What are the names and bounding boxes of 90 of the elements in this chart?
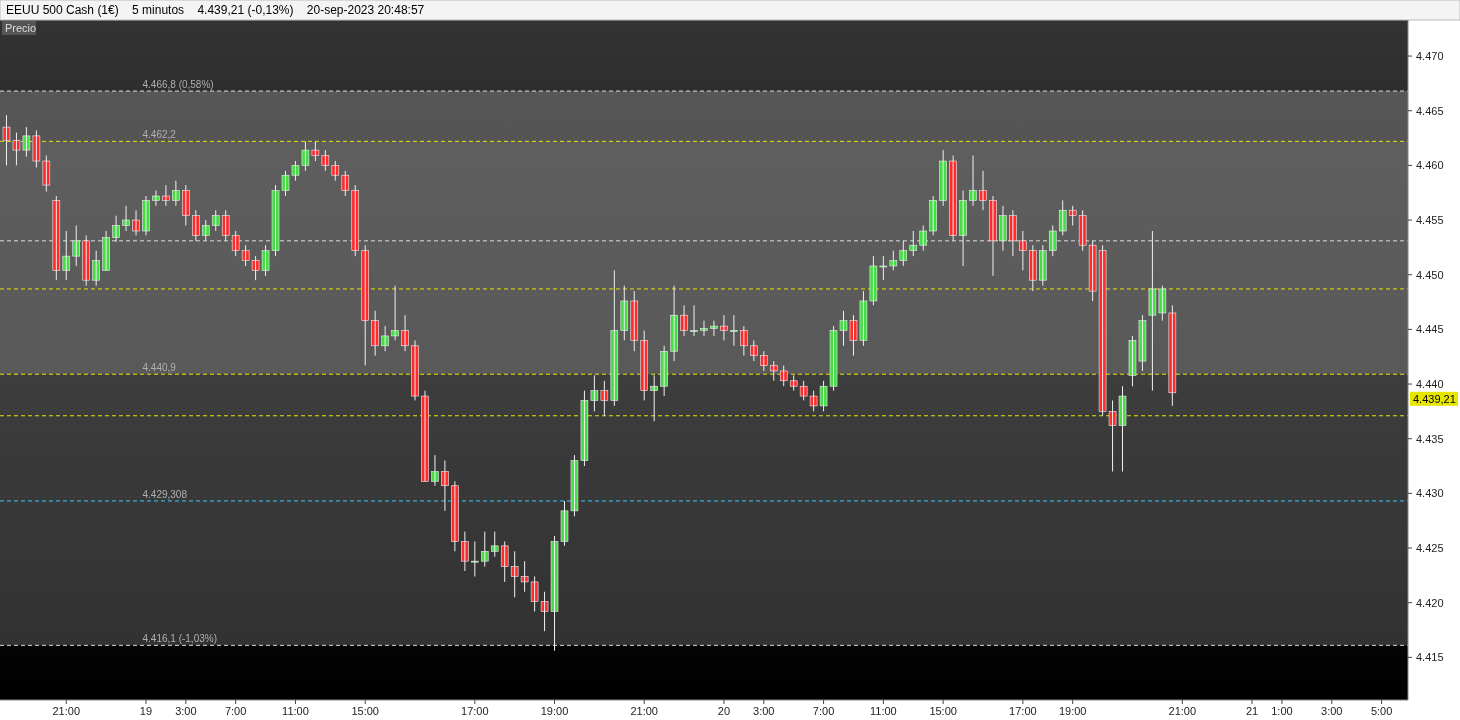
y-tick-label: 4.455 — [1416, 213, 1444, 226]
candlestick — [710, 320, 718, 337]
y-tick-label: 4.445 — [1416, 323, 1444, 336]
candlestick — [371, 310, 379, 357]
x-tick-label: 5:00 — [1370, 705, 1393, 717]
candlestick — [640, 329, 648, 401]
y-tick-label: 4.465 — [1416, 104, 1444, 117]
x-tick-label: 21 — [1245, 705, 1259, 717]
candlestick — [720, 314, 728, 341]
ref-line-label: 4.440,9 — [142, 362, 177, 374]
candlestick — [730, 314, 738, 347]
candlestick — [769, 360, 778, 382]
candlestick — [480, 531, 489, 568]
ref-line-label: 4.462,2 — [142, 129, 177, 141]
candlestick — [1058, 199, 1067, 236]
candlestick — [899, 240, 908, 267]
candlestick — [490, 531, 499, 558]
candlestick — [750, 339, 758, 362]
candlestick — [929, 195, 937, 236]
candlestick — [391, 285, 399, 341]
candlestick — [919, 225, 928, 252]
chart-title: EEUU 500 Cash (1€) 5 minutos 4.439,21 (-0,13%) 20-sep-2023 20:48:57 — [6, 3, 425, 17]
text: 4.439,21 — [1413, 392, 1456, 405]
candlestick — [162, 184, 170, 207]
y-tick-label: 4.440 — [1416, 377, 1444, 390]
candlestick — [1048, 225, 1057, 257]
candlestick — [221, 209, 230, 242]
candlestick — [211, 209, 220, 232]
candlestick — [341, 170, 350, 197]
x-tick-label: 19 — [139, 705, 153, 717]
candlestick — [909, 230, 918, 257]
candlestick — [461, 531, 469, 572]
candlestick — [331, 160, 340, 182]
candlestick — [201, 219, 210, 242]
y-tick-label: 4.420 — [1416, 596, 1444, 609]
x-tick-label: 21:00 — [1168, 705, 1197, 717]
candlestick — [630, 290, 639, 352]
candlestick — [1029, 244, 1037, 292]
candlestick — [82, 234, 90, 287]
x-tick-label: 11:00 — [282, 705, 309, 717]
candlestick — [939, 149, 947, 207]
x-tick-label: 19:00 — [540, 705, 569, 717]
x-tick-label: 17:00 — [1009, 705, 1037, 717]
y-tick-label: 4.435 — [1416, 432, 1444, 445]
candlestick — [182, 184, 190, 227]
candlestick — [471, 540, 479, 577]
candlestick — [351, 184, 360, 257]
candlestick — [52, 195, 61, 281]
y-tick-label: 4.460 — [1416, 159, 1444, 172]
candlestick — [650, 374, 658, 422]
x-tick-label: 17:00 — [461, 705, 489, 717]
x-tick-label: 11:00 — [870, 705, 897, 717]
y-tick-label: 4.450 — [1416, 268, 1444, 281]
annotation: Precio — [5, 22, 37, 34]
x-tick-label: 20 — [717, 705, 731, 717]
candlestick — [122, 205, 130, 232]
candlestick — [1039, 244, 1047, 287]
x-tick-label: 15:00 — [351, 705, 379, 717]
x-tick-label: 3:00 — [753, 705, 775, 717]
x-tick-label: 3:00 — [175, 705, 197, 717]
candlestick — [152, 190, 160, 207]
x-tick-label: 15:00 — [929, 705, 957, 717]
candlestick — [500, 540, 509, 583]
y-tick-label: 4.425 — [1416, 541, 1444, 554]
x-tick-label: 3:00 — [1321, 705, 1343, 717]
candlestick — [361, 244, 369, 366]
x-tick-label: 1:00 — [1271, 705, 1293, 717]
candlestick — [620, 285, 629, 341]
candlestick — [1068, 205, 1077, 227]
candlestick — [72, 225, 81, 267]
x-tick-label: 21:00 — [52, 705, 81, 717]
candlestick — [690, 304, 698, 337]
y-tick-label: 4.415 — [1416, 651, 1444, 664]
ref-line-label: 4.466,8 (0,58%) — [142, 79, 214, 91]
candlestick — [132, 209, 140, 236]
candlestick — [92, 250, 100, 287]
candlestick — [192, 209, 200, 242]
y-tick-label: 4.430 — [1416, 487, 1444, 500]
x-tick-label: 21:00 — [630, 705, 658, 717]
candlestick — [610, 269, 619, 407]
ref-line-label: 4.416,1 (-1,03%) — [142, 633, 217, 645]
x-tick-label: 7:00 — [224, 705, 247, 717]
candlestick — [62, 230, 71, 281]
x-tick-label: 19:00 — [1058, 705, 1087, 717]
x-tick-label: 7:00 — [812, 705, 835, 717]
candlestick — [789, 374, 798, 392]
candlestick — [779, 364, 788, 387]
y-tick-label: 4.470 — [1416, 49, 1444, 62]
ref-line-label: 4.429,308 — [142, 488, 188, 500]
candlestick — [760, 350, 768, 372]
